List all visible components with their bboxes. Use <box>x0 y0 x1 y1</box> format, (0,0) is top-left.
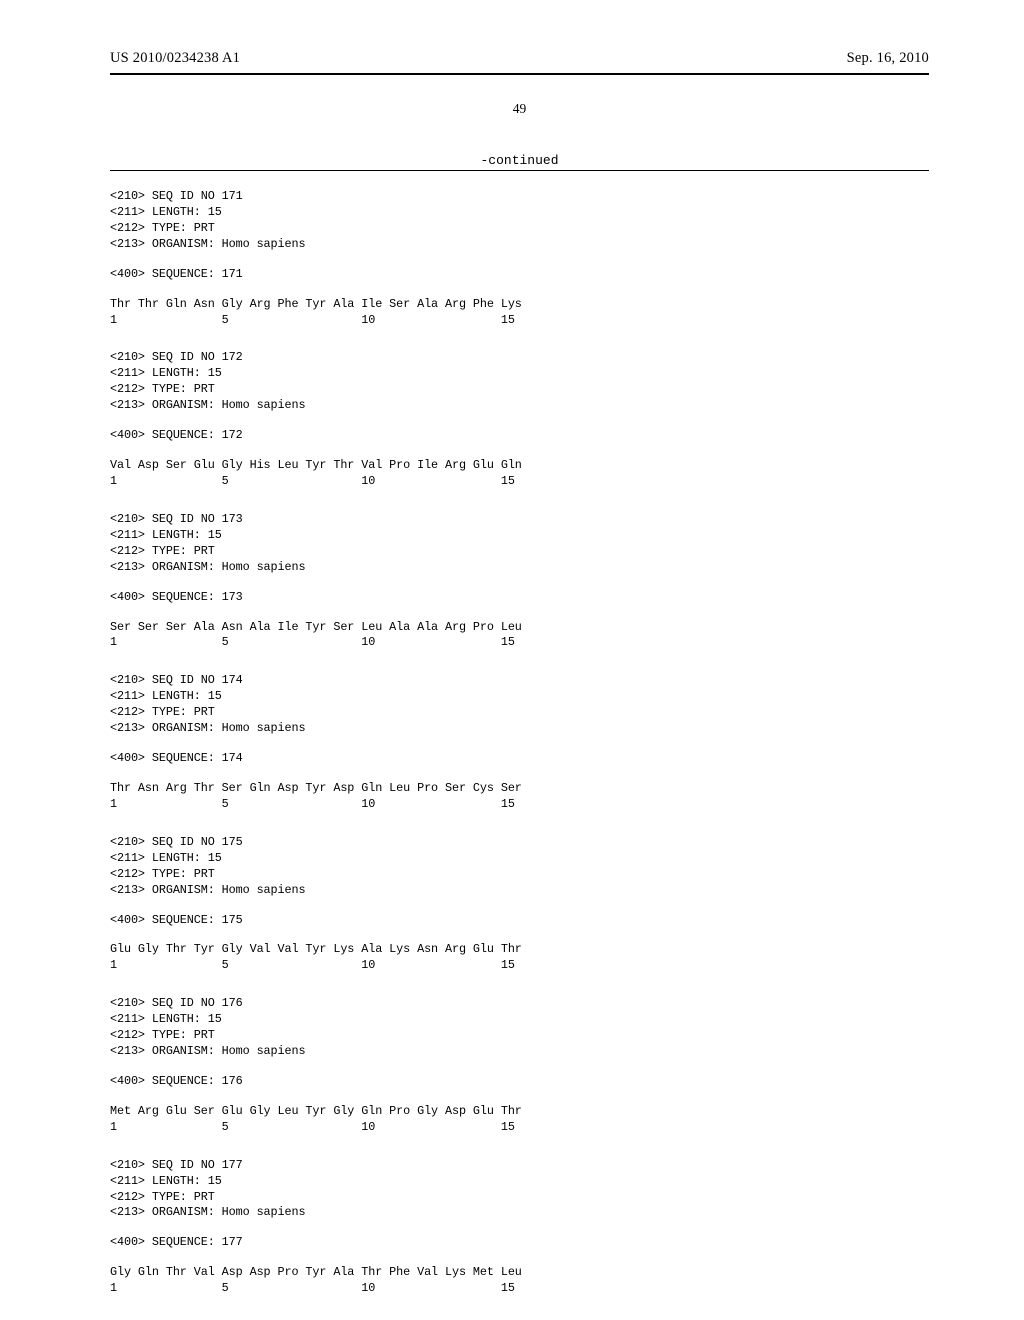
publication-number: US 2010/0234238 A1 <box>110 50 240 67</box>
seq-sequence-header: <400> SEQUENCE: 174 <box>110 751 929 767</box>
publication-date: Sep. 16, 2010 <box>847 50 929 67</box>
residue-line: Thr Thr Gln Asn Gly Arg Phe Tyr Ala Ile … <box>110 297 929 313</box>
gap <box>110 444 929 458</box>
seq-sequence-header: <400> SEQUENCE: 171 <box>110 267 929 283</box>
sequence-block: <210> SEQ ID NO 171 <211> LENGTH: 15 <21… <box>110 189 929 328</box>
seq-meta: <210> SEQ ID NO 173 <211> LENGTH: 15 <21… <box>110 512 929 576</box>
residue-line: Gly Gln Thr Val Asp Asp Pro Tyr Ala Thr … <box>110 1265 929 1281</box>
residue-line: Met Arg Glu Ser Glu Gly Leu Tyr Gly Gln … <box>110 1104 929 1120</box>
gap <box>110 767 929 781</box>
seq-sequence-header: <400> SEQUENCE: 175 <box>110 913 929 929</box>
page-number: 49 <box>110 101 929 117</box>
seq-meta: <210> SEQ ID NO 177 <211> LENGTH: 15 <21… <box>110 1158 929 1222</box>
page-header: US 2010/0234238 A1 Sep. 16, 2010 <box>110 50 929 67</box>
seq-sequence-header: <400> SEQUENCE: 176 <box>110 1074 929 1090</box>
residue-line: Thr Asn Arg Thr Ser Gln Asp Tyr Asp Gln … <box>110 781 929 797</box>
continued-label: -continued <box>110 153 929 168</box>
sequence-block: <210> SEQ ID NO 175 <211> LENGTH: 15 <21… <box>110 835 929 974</box>
seq-sequence-header: <400> SEQUENCE: 172 <box>110 428 929 444</box>
seq-meta: <210> SEQ ID NO 175 <211> LENGTH: 15 <21… <box>110 835 929 899</box>
gap <box>110 414 929 428</box>
gap <box>110 283 929 297</box>
residue-line: Ser Ser Ser Ala Asn Ala Ile Tyr Ser Leu … <box>110 620 929 636</box>
gap <box>110 606 929 620</box>
gap <box>110 928 929 942</box>
header-rule <box>110 73 929 75</box>
seq-sequence-header: <400> SEQUENCE: 173 <box>110 590 929 606</box>
position-line: 1 5 10 15 <box>110 958 929 974</box>
gap <box>110 1251 929 1265</box>
sequence-block: <210> SEQ ID NO 177 <211> LENGTH: 15 <21… <box>110 1158 929 1297</box>
seq-sequence-header: <400> SEQUENCE: 177 <box>110 1235 929 1251</box>
seq-meta: <210> SEQ ID NO 174 <211> LENGTH: 15 <21… <box>110 673 929 737</box>
seq-meta: <210> SEQ ID NO 172 <211> LENGTH: 15 <21… <box>110 350 929 414</box>
sequence-block: <210> SEQ ID NO 174 <211> LENGTH: 15 <21… <box>110 673 929 812</box>
position-line: 1 5 10 15 <box>110 797 929 813</box>
position-line: 1 5 10 15 <box>110 474 929 490</box>
gap <box>110 1060 929 1074</box>
gap <box>110 1221 929 1235</box>
sequence-listing: <210> SEQ ID NO 171 <211> LENGTH: 15 <21… <box>110 189 929 1297</box>
gap <box>110 253 929 267</box>
gap <box>110 737 929 751</box>
sequence-block: <210> SEQ ID NO 172 <211> LENGTH: 15 <21… <box>110 350 929 489</box>
position-line: 1 5 10 15 <box>110 313 929 329</box>
gap <box>110 899 929 913</box>
seq-meta: <210> SEQ ID NO 171 <211> LENGTH: 15 <21… <box>110 189 929 253</box>
seq-meta: <210> SEQ ID NO 176 <211> LENGTH: 15 <21… <box>110 996 929 1060</box>
gap <box>110 1090 929 1104</box>
residue-line: Glu Gly Thr Tyr Gly Val Val Tyr Lys Ala … <box>110 942 929 958</box>
sequence-block: <210> SEQ ID NO 176 <211> LENGTH: 15 <21… <box>110 996 929 1135</box>
position-line: 1 5 10 15 <box>110 635 929 651</box>
gap <box>110 576 929 590</box>
sequence-block: <210> SEQ ID NO 173 <211> LENGTH: 15 <21… <box>110 512 929 651</box>
position-line: 1 5 10 15 <box>110 1281 929 1297</box>
continued-rule <box>110 170 929 171</box>
position-line: 1 5 10 15 <box>110 1120 929 1136</box>
residue-line: Val Asp Ser Glu Gly His Leu Tyr Thr Val … <box>110 458 929 474</box>
patent-page: US 2010/0234238 A1 Sep. 16, 2010 49 -con… <box>0 0 1024 1320</box>
